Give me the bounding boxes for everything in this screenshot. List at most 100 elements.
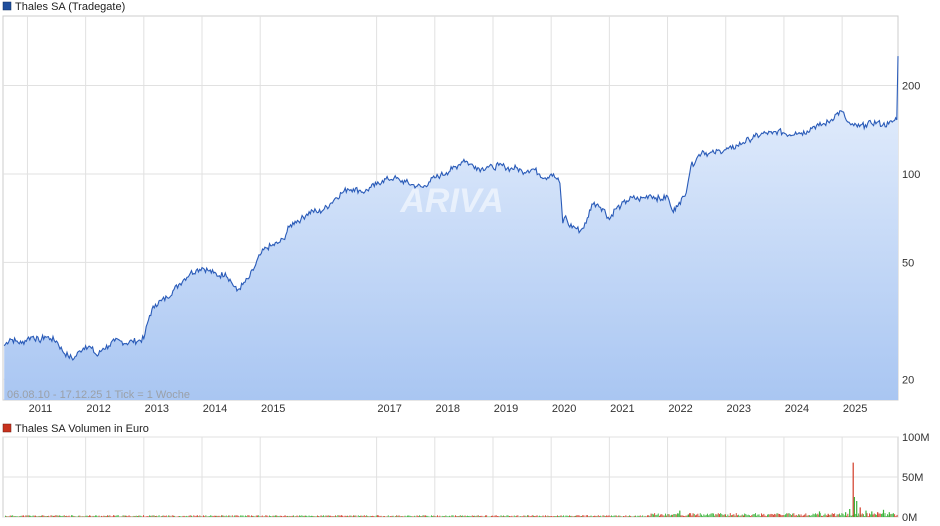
volume-bar: [349, 515, 351, 517]
volume-bar: [69, 516, 71, 517]
volume-bar: [73, 516, 75, 517]
volume-bar: [417, 516, 419, 517]
volume-bar: [170, 516, 172, 517]
volume-bar: [524, 515, 526, 517]
volume-bar: [21, 515, 23, 517]
volume-bar: [253, 515, 255, 517]
volume-bar: [363, 515, 365, 517]
volume-bar: [728, 515, 730, 517]
volume-bar: [372, 515, 374, 517]
volume-bar: [43, 515, 45, 517]
volume-bar: [822, 515, 824, 517]
volume-bar: [563, 515, 564, 517]
volume-bar: [129, 516, 131, 517]
volume-bar: [631, 516, 633, 517]
volume-bar: [702, 515, 704, 517]
volume-bar: [83, 516, 84, 517]
volume-bar: [181, 516, 183, 517]
volume-bar: [857, 515, 858, 517]
volume-bar: [830, 514, 832, 517]
volume-bar: [414, 515, 416, 517]
volume-bar: [139, 515, 141, 517]
volume-bar: [84, 516, 86, 517]
volume-bar: [521, 516, 522, 517]
volume-bar: [98, 515, 100, 517]
volume-bar: [833, 514, 834, 517]
volume-bar: [792, 513, 794, 517]
volume-bar: [450, 516, 452, 517]
volume-bar: [603, 515, 605, 517]
volume-spike-bar: [852, 462, 854, 517]
volume-bar: [120, 516, 122, 517]
volume-bar: [211, 515, 213, 517]
volume-bar: [132, 516, 134, 517]
volume-bar: [306, 515, 308, 517]
volume-bar: [747, 514, 749, 517]
volume-bar: [776, 513, 778, 517]
volume-bar: [618, 515, 620, 517]
volume-bar: [111, 516, 113, 517]
volume-bar: [288, 516, 290, 517]
volume-bar: [894, 514, 896, 517]
volume-bar: [60, 515, 62, 517]
volume-bar: [866, 513, 868, 517]
volume-bar: [641, 516, 642, 517]
volume-bar: [777, 513, 779, 517]
volume-bar: [864, 516, 866, 517]
volume-bar: [283, 516, 285, 517]
volume-bar: [289, 515, 291, 517]
volume-bar: [657, 513, 659, 517]
volume-bar: [879, 513, 881, 517]
volume-bar: [26, 515, 28, 517]
volume-bar: [165, 515, 167, 517]
volume-bar: [753, 514, 755, 517]
volume-bar: [893, 513, 894, 517]
volume-bar: [582, 515, 584, 517]
volume-bar: [248, 515, 250, 517]
price-x-tick-label: 2011: [29, 403, 53, 415]
volume-bar: [368, 516, 370, 517]
volume-bar: [509, 516, 510, 517]
volume-bar: [9, 515, 11, 517]
volume-bar: [525, 516, 527, 517]
volume-bar: [179, 516, 180, 517]
volume-bar: [217, 515, 219, 517]
volume-bar: [506, 515, 508, 517]
volume-bar: [254, 516, 256, 517]
volume-bar: [197, 515, 198, 517]
volume-bar: [597, 515, 599, 517]
volume-bar: [661, 514, 663, 517]
volume-bar: [44, 516, 46, 517]
volume-bar: [458, 516, 460, 517]
volume-bar: [558, 516, 560, 517]
volume-bar: [741, 514, 743, 517]
volume-bar: [806, 515, 808, 517]
volume-bar: [145, 516, 147, 517]
volume-bar: [551, 516, 552, 517]
volume-bar: [595, 515, 597, 517]
volume-bar: [241, 515, 243, 517]
volume-bar: [860, 514, 862, 517]
volume-bar: [644, 515, 646, 517]
volume-spike-bar: [818, 511, 821, 517]
volume-bar: [425, 515, 426, 517]
volume-bar: [841, 513, 843, 517]
volume-bar: [449, 515, 450, 517]
volume-bar: [71, 515, 72, 517]
volume-bar: [247, 515, 249, 517]
volume-bar: [885, 516, 887, 517]
volume-bar: [823, 514, 825, 517]
volume-bar: [317, 515, 318, 517]
volume-bar: [237, 515, 239, 517]
volume-bar: [331, 516, 333, 517]
volume-bar: [114, 515, 116, 517]
volume-bar: [545, 515, 546, 517]
volume-bar: [548, 516, 550, 517]
volume-bar: [870, 514, 872, 517]
volume-bar: [128, 515, 130, 517]
volume-bar: [552, 516, 554, 517]
volume-bar: [459, 515, 461, 517]
price-x-tick-label: 2015: [261, 403, 285, 415]
volume-bar: [716, 514, 718, 517]
volume-bar: [249, 516, 251, 517]
